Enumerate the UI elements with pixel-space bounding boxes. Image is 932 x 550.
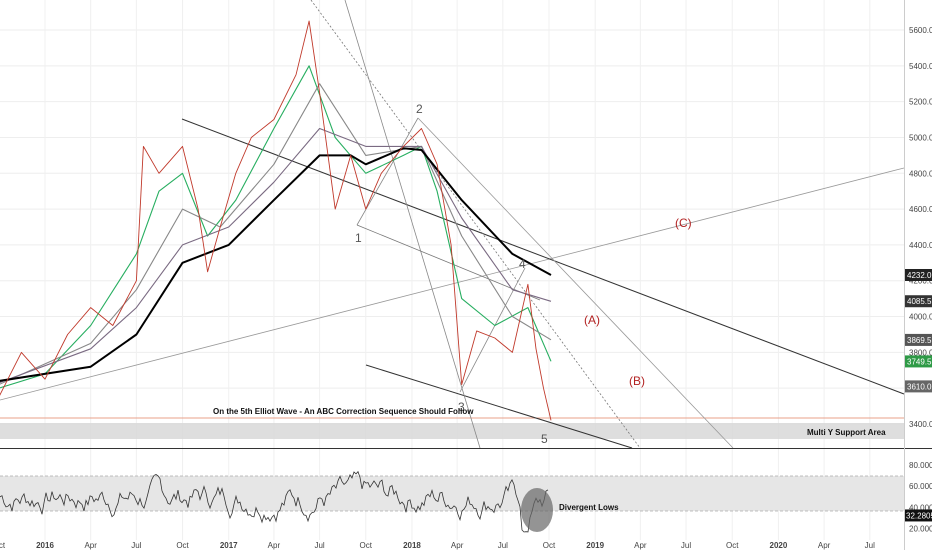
time-tick-label: Jul bbox=[681, 541, 691, 550]
time-tick-label: 2020 bbox=[770, 541, 788, 550]
time-tick-label: Jul bbox=[498, 541, 508, 550]
moving-average-line bbox=[0, 83, 552, 385]
price-tags: 4232.0 4085.5 3869.5 3749.5 3610.0 bbox=[905, 268, 932, 393]
oscillator-tick-label: 80.0000 bbox=[909, 461, 932, 470]
price-tag-box bbox=[905, 333, 932, 346]
time-tick-label: 2019 bbox=[586, 541, 604, 550]
trendline-wave1-low bbox=[356, 224, 541, 301]
price-tag-box bbox=[905, 355, 932, 368]
time-tick-label: Jul bbox=[865, 541, 875, 550]
wave-label-a: (A) bbox=[584, 313, 600, 327]
divergence-highlight bbox=[521, 488, 553, 532]
gridlines bbox=[0, 0, 904, 540]
moving-average-line bbox=[0, 127, 552, 383]
wave-label-2: 2 bbox=[416, 102, 423, 116]
time-tick-label: 2017 bbox=[220, 541, 238, 550]
time-tick-label: Jul bbox=[131, 541, 141, 550]
oscillator-panel: Divergent Lows bbox=[0, 470, 904, 533]
price-tick-label: 5200.0 bbox=[909, 98, 932, 107]
time-tick-label: Apr bbox=[451, 541, 464, 550]
trendline-wave2-projection bbox=[417, 117, 734, 449]
series-layer bbox=[0, 20, 552, 421]
wave-labels: 1 2 3 4 5 (A) (B) (C) bbox=[355, 102, 692, 446]
time-tick-label: Oct bbox=[0, 541, 6, 550]
trendline-major-decline bbox=[310, 0, 641, 449]
wave-label-4: 4 bbox=[519, 257, 526, 271]
oscillator-axis: 20.0000 40.0000 60.0000 80.0000 32.2805 bbox=[905, 461, 932, 533]
time-tick-label: Oct bbox=[543, 541, 556, 550]
trendlines bbox=[0, 0, 905, 449]
oscillator-value-label: 32.2805 bbox=[906, 511, 932, 520]
oscillator-value-tag bbox=[905, 509, 932, 522]
price-line bbox=[0, 20, 552, 421]
trendline-lower-channel bbox=[365, 364, 633, 449]
oscillator-tick-label: 40.0000 bbox=[909, 503, 932, 512]
price-tick-label: 5600.0 bbox=[909, 26, 932, 35]
price-tag-box bbox=[905, 268, 932, 281]
time-tick-label: Oct bbox=[360, 541, 373, 550]
wave-label-5: 5 bbox=[541, 432, 548, 446]
price-tag-label: 3869.5 bbox=[907, 336, 932, 345]
wave-label-c: (C) bbox=[675, 216, 692, 230]
wave-label-3: 3 bbox=[458, 400, 465, 414]
price-tick-label: 4200.0 bbox=[909, 277, 932, 286]
trendline-wave1 bbox=[356, 117, 419, 226]
trendline-wave3 bbox=[459, 267, 526, 393]
trendline-upper-channel bbox=[181, 118, 905, 395]
oscillator-tick-label: 60.0000 bbox=[909, 482, 932, 491]
price-tag-label: 3749.5 bbox=[907, 357, 932, 366]
support-area-label: Multi Y Support Area bbox=[807, 428, 886, 437]
moving-average-line bbox=[0, 147, 552, 382]
oscillator-tick-label: 20.0000 bbox=[909, 524, 932, 533]
time-tick-label: Apr bbox=[268, 541, 281, 550]
oscillator-band bbox=[0, 476, 904, 511]
time-tick-label: Apr bbox=[84, 541, 97, 550]
price-tick-label: 4800.0 bbox=[909, 169, 932, 178]
price-tick-label: 5400.0 bbox=[909, 62, 932, 71]
trendline-c-target bbox=[0, 167, 905, 401]
elliott-wave-annotation: On the 5th Elliot Wave - An ABC Correcti… bbox=[213, 407, 474, 416]
price-tag-label: 4085.5 bbox=[907, 297, 932, 306]
price-axis: 3400.03600.03800.04000.04200.04400.04600… bbox=[909, 26, 932, 429]
price-tick-label: 3400.0 bbox=[909, 420, 932, 429]
price-tag-box bbox=[905, 295, 932, 308]
price-tick-label: 4600.0 bbox=[909, 205, 932, 214]
support-zone bbox=[0, 423, 904, 439]
price-tag-label: 4232.0 bbox=[907, 271, 932, 280]
price-tick-label: 4000.0 bbox=[909, 313, 932, 322]
divergent-lows-label: Divergent Lows bbox=[559, 503, 619, 512]
price-tick-label: 5000.0 bbox=[909, 133, 932, 142]
time-tick-label: Oct bbox=[176, 541, 189, 550]
price-tick-label: 3800.0 bbox=[909, 348, 932, 357]
trendline-wave-steep bbox=[344, 0, 481, 449]
price-tag-label: 3610.0 bbox=[907, 382, 932, 391]
time-tick-label: Apr bbox=[818, 541, 831, 550]
wave-label-b: (B) bbox=[629, 374, 645, 388]
time-tick-label: 2018 bbox=[403, 541, 421, 550]
time-tick-label: 2016 bbox=[36, 541, 54, 550]
oscillator-line bbox=[0, 470, 549, 533]
time-tick-label: Jul bbox=[314, 541, 324, 550]
time-tick-label: Oct bbox=[726, 541, 739, 550]
wave-label-1: 1 bbox=[355, 231, 362, 245]
time-tick-label: Apr bbox=[634, 541, 647, 550]
time-axis: Oct 2016 Apr Jul Oct 2017 Apr Jul Oct 2018 Apr Jul O… bbox=[0, 541, 875, 550]
price-tick-label: 4400.0 bbox=[909, 241, 932, 250]
price-tag-box bbox=[905, 380, 932, 393]
moving-average-line bbox=[0, 65, 552, 389]
